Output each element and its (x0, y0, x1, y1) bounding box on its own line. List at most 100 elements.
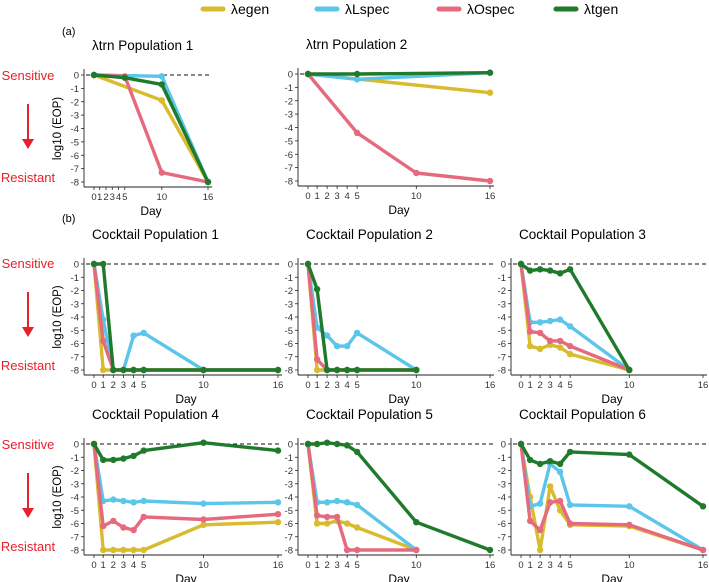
x-tick-label: 10 (198, 380, 209, 391)
x-tick-label: 10 (624, 560, 635, 571)
x-tick-label: 4 (116, 192, 121, 203)
x-tick-label: 16 (273, 380, 284, 391)
panel-label-b: (b) (62, 213, 75, 225)
x-axis-label: Day (388, 203, 409, 217)
data-point (546, 267, 554, 274)
data-point (100, 522, 107, 530)
sensitivity-scale: Sensitive Resistant (1, 68, 56, 185)
x-tick-label: 2 (111, 560, 116, 571)
x-tick-label: 3 (334, 380, 339, 391)
series-λegen (90, 260, 282, 374)
data-point (413, 519, 420, 526)
data-point (100, 366, 107, 374)
data-point (110, 366, 117, 374)
legend-item: λtgen (553, 1, 618, 17)
data-point (110, 496, 117, 503)
x-tick-label: 1 (101, 380, 106, 391)
series-line (92, 73, 210, 184)
data-point (546, 317, 554, 325)
data-point (333, 342, 341, 350)
data-point (313, 286, 321, 293)
y-tick-label: -1 (498, 273, 506, 284)
x-tick-label: 2 (111, 380, 116, 391)
data-point (158, 97, 165, 104)
data-point (110, 517, 117, 525)
legend-label: λOspec (467, 1, 514, 17)
chart-title: Cocktail Population 5 (306, 407, 433, 422)
x-tick-label: 4 (344, 191, 349, 202)
data-point (140, 366, 147, 374)
y-tick-label: -8 (285, 546, 293, 557)
data-point (486, 177, 494, 185)
y-tick-label: -8 (498, 366, 506, 377)
x-tick-label: 5 (122, 192, 127, 203)
arrow-down-icon (22, 139, 34, 149)
data-point (90, 440, 98, 448)
x-tick-label: 10 (411, 380, 422, 391)
y-tick-label: -8 (71, 178, 79, 189)
x-tick-label: 0 (91, 560, 96, 571)
chart-panel: Cocktail Population 30-1-2-3-4-5-6-7-80 1… (498, 227, 709, 406)
data-point (353, 129, 361, 136)
x-tick-label: 16 (485, 560, 496, 571)
chart-title: λtrn Population 1 (92, 38, 193, 53)
resistant-label: Resistant (1, 358, 56, 373)
x-tick-label: 4 (557, 560, 562, 571)
y-tick-label: -4 (71, 313, 79, 324)
x-tick-label: 1 (314, 191, 319, 202)
y-tick-label: -5 (71, 137, 79, 148)
data-point (130, 526, 137, 534)
series-λtgen (517, 440, 707, 510)
y-tick-label: -8 (498, 546, 506, 557)
y-tick-label: -6 (285, 150, 293, 161)
data-point (353, 501, 361, 509)
legend: λegen λLspec λOspec λtgen (200, 1, 618, 17)
series-line (306, 70, 492, 76)
chart-panel: Cocktail Population 50-1-2-3-4-5-6-7-80 1… (285, 407, 496, 582)
data-point (536, 266, 544, 273)
series-λOspec (304, 70, 494, 185)
y-tick-label: -2 (71, 97, 79, 108)
series-λtgen (304, 69, 494, 78)
data-point (274, 511, 282, 518)
x-tick-label: 16 (273, 560, 284, 571)
series-λLspec (90, 260, 282, 374)
data-point (313, 440, 321, 448)
data-point (140, 497, 147, 505)
data-point (140, 329, 147, 337)
y-tick-label: -6 (71, 339, 79, 350)
y-tick-label: -5 (71, 326, 79, 337)
data-point (100, 546, 107, 554)
chart-title: Cocktail Population 4 (92, 407, 219, 422)
data-point (333, 440, 341, 448)
data-point (333, 366, 341, 374)
y-tick-label: -7 (498, 352, 506, 363)
series-line (92, 73, 210, 184)
data-point (130, 332, 137, 339)
data-point (120, 366, 127, 374)
sensitive-label: Sensitive (2, 256, 55, 271)
x-tick-label: 5 (141, 560, 146, 571)
y-tick-label: -1 (285, 273, 293, 284)
data-point (343, 342, 351, 350)
data-point (313, 366, 321, 374)
y-tick-label: -5 (71, 506, 79, 517)
y-tick-label: -3 (285, 110, 293, 121)
x-tick-label: 0 (305, 380, 310, 391)
data-point (110, 546, 117, 554)
y-tick-label: -2 (285, 96, 293, 107)
arrow-down-icon (22, 327, 34, 337)
y-tick-label: -8 (285, 177, 293, 188)
data-point (566, 350, 574, 358)
y-tick-label: -3 (285, 479, 293, 490)
x-tick-label: 4 (131, 560, 136, 571)
resistant-label: Resistant (1, 539, 56, 554)
y-tick-label: -3 (71, 479, 79, 490)
legend-item: λLspec (314, 1, 389, 17)
x-tick-label: 10 (411, 191, 422, 202)
chart-panel: λtrn Population 20-1-2-3-4-5-6-7-80 1 2 3 4 5… (285, 37, 496, 217)
x-tick-label: 5 (354, 191, 359, 202)
data-point (413, 366, 420, 374)
chart-title: Cocktail Population 1 (92, 227, 219, 242)
data-point (566, 448, 574, 456)
